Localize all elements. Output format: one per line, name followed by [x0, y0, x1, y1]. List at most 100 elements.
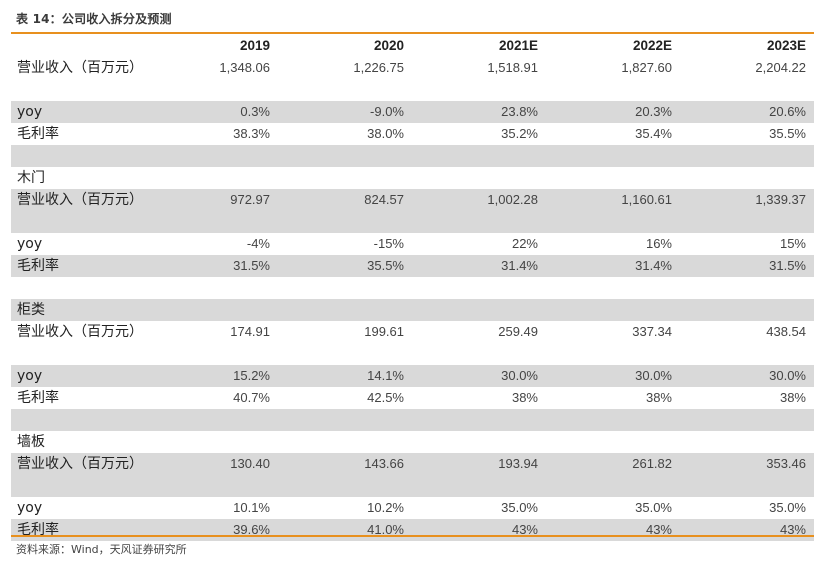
table-cell: -9.0% — [278, 101, 412, 123]
table-cell: 22% — [511, 236, 538, 251]
section-row: 柜类 — [11, 299, 814, 321]
row-label: yoy — [17, 236, 43, 252]
row-label: 营业收入（百万元） — [17, 324, 143, 340]
row-label: 毛利率 — [11, 255, 144, 277]
table-cell — [278, 167, 412, 189]
table-cell: 43% — [412, 519, 546, 541]
table-cell: 193.94 — [412, 453, 546, 497]
table-cell: 43% — [546, 519, 680, 541]
table-cell — [680, 299, 814, 321]
table-cell: 35.5% — [278, 255, 412, 277]
table-cell: 30.0% — [680, 365, 814, 387]
table-cell: 23.8% — [412, 101, 546, 123]
table-cell: 1,160.61 — [546, 189, 680, 233]
table-cell — [412, 277, 546, 299]
table-cell: 972.97 — [144, 189, 278, 233]
table-cell: -15% — [373, 236, 404, 251]
header-cell-2022e: 2022E — [632, 38, 672, 53]
table-cell — [680, 167, 814, 189]
row-label: yoy — [17, 500, 43, 516]
table-cell: 10.1% — [233, 500, 270, 515]
table-cell — [546, 409, 680, 431]
spacer-row — [11, 409, 814, 431]
table-cell: 35.0% — [635, 500, 672, 515]
table-cell — [412, 167, 546, 189]
table-cell: 199.61 — [364, 324, 404, 339]
table-cell: 39.6% — [144, 519, 278, 541]
table-cell — [144, 409, 278, 431]
table-cell — [680, 145, 814, 167]
row-label: 毛利率 — [17, 126, 59, 142]
table-cell: 31.4% — [546, 255, 680, 277]
table-cell: 31.5% — [680, 255, 814, 277]
table-cell: 824.57 — [278, 189, 412, 233]
header-cell-2021e: 2021E — [498, 38, 538, 53]
table-cell: 261.82 — [546, 453, 680, 497]
table-cell — [680, 277, 814, 299]
row-label: 墙板 — [17, 434, 45, 450]
table-cell: 40.7% — [233, 390, 270, 405]
table-cell: 174.91 — [230, 324, 270, 339]
table-cell: 42.5% — [367, 390, 404, 405]
table-row: yoy -4% -15% 22% 16% 15% — [11, 233, 814, 255]
table-row: 营业收入（百万元） 1,348.06 1,226.75 1,518.91 1,827.6… — [11, 57, 814, 101]
table-row: 毛利率 38.3% 38.0% 35.2% 35.4% 35.5% — [11, 123, 814, 145]
table-cell — [144, 167, 278, 189]
row-label — [11, 409, 144, 431]
table-cell — [278, 409, 412, 431]
table-cell — [546, 167, 680, 189]
row-label: yoy — [11, 101, 144, 123]
table-cell: 35.5% — [769, 126, 806, 141]
table-cell: 30.0% — [546, 365, 680, 387]
table-cell: 353.46 — [680, 453, 814, 497]
table-row: yoy 10.1% 10.2% 35.0% 35.0% 35.0% — [11, 497, 814, 519]
table-cell — [546, 145, 680, 167]
table-cell: 38.0% — [367, 126, 404, 141]
table-row: yoy 0.3% -9.0% 23.8% 20.3% 20.6% — [11, 101, 814, 123]
table-cell — [278, 145, 412, 167]
row-label: 营业收入（百万元） — [11, 453, 144, 497]
table-cell: -4% — [246, 236, 270, 251]
table-cell — [278, 431, 412, 453]
table-cell: 31.4% — [412, 255, 546, 277]
table-cell: 2,204.22 — [755, 60, 806, 75]
table-cell: 15.2% — [144, 365, 278, 387]
table-cell: 1,226.75 — [353, 60, 404, 75]
table-cell — [144, 145, 278, 167]
table-cell: 35.2% — [501, 126, 538, 141]
row-label: 柜类 — [11, 299, 144, 321]
row-label: 营业收入（百万元） — [17, 60, 143, 76]
revenue-forecast-table: 2019 2020 2021E 2022E 2023E 营业收入（百万元） 1,3… — [11, 34, 814, 541]
table-cell: 38.3% — [233, 126, 270, 141]
table-cell — [680, 431, 814, 453]
table-cell: 20.3% — [546, 101, 680, 123]
table-cell: 259.49 — [498, 324, 538, 339]
table-cell: 1,348.06 — [219, 60, 270, 75]
table-title: 表 14：公司收入拆分及预测 — [16, 12, 172, 26]
table-cell: 1,002.28 — [412, 189, 546, 233]
table-cell: 1,339.37 — [680, 189, 814, 233]
header-cell-2020: 2020 — [373, 38, 404, 53]
section-row: 墙板 — [11, 431, 814, 453]
spacer-row — [11, 277, 814, 299]
table-cell: 38% — [645, 390, 672, 405]
table-cell: 43% — [680, 519, 814, 541]
table-cell — [546, 431, 680, 453]
table-row: 营业收入（百万元） 972.97 824.57 1,002.28 1,160.61 1,3… — [11, 189, 814, 233]
table-cell: 143.66 — [278, 453, 412, 497]
row-label — [11, 277, 144, 299]
table-row: 毛利率 40.7% 42.5% 38% 38% 38% — [11, 387, 814, 409]
table-cell — [412, 145, 546, 167]
table-cell: 38% — [779, 390, 806, 405]
header-row: 2019 2020 2021E 2022E 2023E — [11, 34, 814, 57]
table-row: 毛利率 39.6% 41.0% 43% 43% 43% — [11, 519, 814, 541]
row-label — [11, 145, 144, 167]
table-cell: 10.2% — [367, 500, 404, 515]
table-cell — [144, 431, 278, 453]
table-cell: 14.1% — [278, 365, 412, 387]
table-row: yoy 15.2% 14.1% 30.0% 30.0% 30.0% — [11, 365, 814, 387]
spacer-row — [11, 145, 814, 167]
source-note: 资料来源：Wind，天风证券研究所 — [16, 543, 187, 556]
table-cell — [278, 277, 412, 299]
table-cell: 15% — [779, 236, 806, 251]
